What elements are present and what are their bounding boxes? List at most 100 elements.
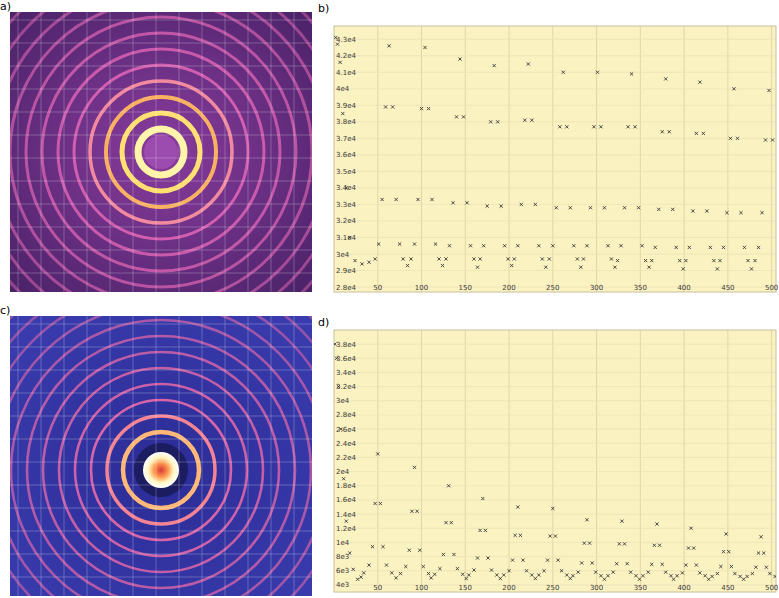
x-tick-label: 350	[634, 284, 647, 292]
data-point	[371, 545, 374, 548]
grid-line-y	[334, 39, 776, 40]
grid-line-y	[334, 414, 776, 415]
data-point	[579, 266, 582, 269]
image-grid-line	[10, 508, 312, 509]
data-point	[507, 257, 510, 260]
data-point	[616, 259, 619, 262]
data-point	[406, 264, 409, 267]
data-point	[489, 120, 492, 123]
data-point	[702, 132, 705, 135]
data-point	[551, 244, 554, 247]
data-point	[647, 266, 650, 269]
diffraction-ring	[43, 352, 279, 588]
data-point	[519, 534, 522, 537]
diffraction-ring	[10, 316, 312, 596]
data-point	[409, 257, 412, 260]
y-tick-label: 8e3	[336, 553, 349, 561]
diffraction-ring	[90, 81, 232, 223]
data-point	[442, 553, 445, 556]
data-point	[664, 77, 667, 80]
data-point	[441, 264, 444, 267]
data-point	[388, 44, 391, 47]
grid-line-y	[334, 386, 776, 387]
y-tick-label: 4e4	[336, 85, 350, 93]
data-point	[705, 209, 708, 212]
data-point	[629, 571, 632, 574]
data-point	[727, 550, 730, 553]
diffraction-ring	[26, 17, 296, 287]
diffraction-ring	[10, 12, 312, 292]
data-point	[537, 573, 540, 576]
data-point	[548, 257, 551, 260]
data-point	[523, 119, 526, 122]
data-point	[606, 574, 609, 577]
data-point	[444, 521, 447, 524]
data-point	[638, 578, 641, 581]
data-point	[672, 578, 675, 581]
data-point	[447, 484, 450, 487]
data-point	[671, 208, 674, 211]
data-point	[580, 561, 583, 564]
data-point	[615, 562, 618, 565]
data-point	[634, 574, 637, 577]
data-point	[743, 246, 746, 249]
data-point	[668, 130, 671, 133]
data-point	[657, 208, 660, 211]
image-grid-line	[10, 485, 312, 486]
data-point	[495, 573, 498, 576]
data-point	[760, 535, 763, 538]
data-point	[610, 257, 613, 260]
data-point	[413, 466, 416, 469]
diffraction-ring	[10, 316, 312, 596]
diffraction-ring	[42, 33, 280, 271]
y-tick-label: 2.8e4	[336, 284, 356, 292]
data-point	[592, 125, 595, 128]
image-grid-line	[10, 393, 312, 394]
data-point	[402, 257, 405, 260]
data-point	[681, 571, 684, 574]
data-point	[555, 206, 558, 209]
image-grid-line	[10, 66, 312, 67]
y-tick-label: 3e4	[336, 397, 350, 405]
image-grid-line	[10, 347, 312, 348]
diffraction-ring	[10, 12, 312, 292]
data-point	[510, 264, 513, 267]
data-point	[760, 211, 763, 214]
data-point	[739, 575, 742, 578]
diffraction-ring	[58, 49, 264, 255]
diffraction-ring	[10, 12, 312, 292]
data-point	[554, 534, 557, 537]
image-grid-line	[10, 181, 312, 182]
data-point	[422, 565, 425, 568]
data-point	[507, 569, 510, 572]
grid-line-x	[596, 26, 597, 292]
data-point	[746, 575, 749, 578]
data-point	[345, 520, 348, 523]
y-tick-label: 1.2e4	[336, 525, 356, 533]
diffraction-ring	[27, 336, 295, 596]
data-point	[583, 542, 586, 545]
diffraction-ring	[10, 12, 312, 292]
grid-line-x	[377, 26, 378, 292]
diffraction-ring	[10, 12, 312, 292]
data-point	[716, 267, 719, 270]
image-grid-line	[10, 43, 312, 44]
data-point	[381, 545, 384, 548]
scatter-plot: 2.8e42.9e43e43.1e43.2e43.3e43.4e43.5e43.…	[334, 26, 778, 292]
data-point	[647, 571, 650, 574]
grid-line-x	[640, 330, 641, 592]
diffraction-ring	[106, 97, 216, 207]
diffraction-ring	[10, 12, 312, 292]
grid-line-y	[334, 237, 776, 238]
diffraction-ring	[10, 12, 312, 292]
data-point	[653, 544, 656, 547]
data-point	[360, 576, 363, 579]
data-point	[537, 244, 540, 247]
data-point	[408, 549, 411, 552]
y-tick-label: 3.8e4	[336, 118, 356, 126]
x-tick-label: 200	[502, 584, 515, 592]
grid-line-x	[596, 330, 597, 592]
data-point	[619, 244, 622, 247]
data-points	[334, 343, 776, 581]
data-point	[771, 138, 774, 141]
